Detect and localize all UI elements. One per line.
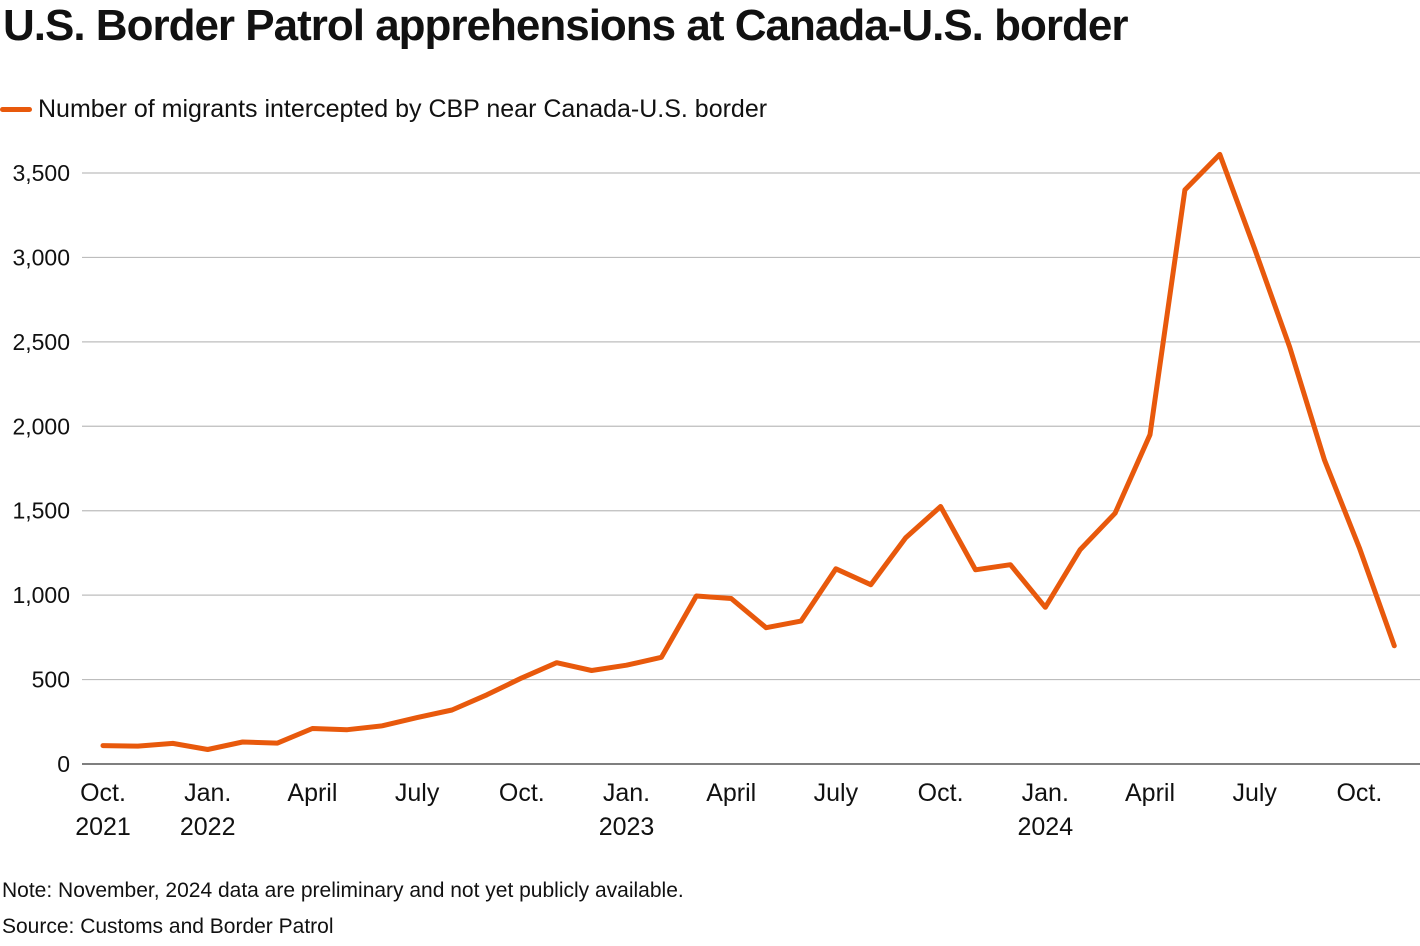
data-point — [1113, 511, 1118, 516]
x-tick-label: Jan. — [1022, 779, 1069, 807]
data-point — [1357, 545, 1362, 550]
x-tick-label: July — [1232, 779, 1277, 807]
x-tick-label: 2024 — [1017, 813, 1073, 841]
x-tick-label: Jan. — [184, 779, 231, 807]
x-tick-label: April — [287, 779, 337, 807]
data-point — [170, 741, 175, 746]
data-point — [1287, 344, 1292, 349]
x-tick-label: July — [395, 779, 440, 807]
data-point — [764, 625, 769, 630]
y-tick-label: 2,000 — [12, 413, 70, 439]
data-point — [205, 747, 210, 752]
x-tick-label: 2023 — [599, 813, 655, 841]
y-tick-label: 2,500 — [12, 329, 70, 355]
data-point — [1148, 432, 1153, 437]
data-point — [275, 741, 280, 746]
data-point — [1182, 187, 1187, 192]
y-axis-tick-labels: 0 500 1,000 1,500 2,000 2,500 3,000 3,500 — [12, 160, 70, 777]
y-tick-label: 1,500 — [12, 498, 70, 524]
x-tick-label: Jan. — [603, 779, 650, 807]
data-point — [1252, 246, 1257, 251]
data-point — [973, 567, 978, 572]
data-point — [450, 707, 455, 712]
x-tick-label: July — [814, 779, 859, 807]
data-point — [659, 655, 664, 660]
data-point — [1392, 643, 1397, 648]
data-point — [1217, 152, 1222, 157]
data-point — [1078, 547, 1083, 552]
series-layer — [100, 151, 1397, 752]
legend-label: Number of migrants intercepted by CBP ne… — [38, 94, 768, 123]
data-point — [554, 660, 559, 665]
x-tick-label: April — [1125, 779, 1175, 807]
legend: Number of migrants intercepted by CBP ne… — [0, 92, 767, 126]
legend-swatch — [0, 106, 32, 112]
data-point — [1322, 458, 1327, 463]
data-point — [345, 727, 350, 732]
x-tick-label: Oct. — [499, 779, 545, 807]
y-tick-label: 3,500 — [12, 160, 70, 186]
data-point — [729, 596, 734, 601]
y-tick-label: 1,000 — [12, 582, 70, 608]
x-axis-tick-labels: Oct. 2021 Jan. 2022 April July Oct. Jan. 2023 Apr… — [75, 779, 1382, 841]
data-point — [938, 504, 943, 509]
data-point — [833, 566, 838, 571]
y-tick-label: 500 — [32, 667, 70, 693]
chart-title: U.S. Border Patrol apprehensions at Cana… — [3, 1, 1128, 50]
source-note: Source: Customs and Border Patrol — [2, 915, 334, 938]
gridlines — [82, 172, 1420, 765]
data-point — [1043, 605, 1048, 610]
y-tick-label: 3,000 — [12, 244, 70, 270]
data-point — [310, 726, 315, 731]
data-point — [799, 619, 804, 624]
y-tick-label: 0 — [57, 751, 70, 777]
x-tick-label: April — [706, 779, 756, 807]
x-tick-label: Oct. — [1336, 779, 1382, 807]
data-point — [903, 535, 908, 540]
data-point — [519, 675, 524, 680]
series-line — [100, 151, 1397, 752]
data-point — [868, 582, 873, 587]
data-point — [415, 715, 420, 720]
data-point — [694, 593, 699, 598]
data-point — [589, 668, 594, 673]
data-point — [101, 743, 106, 748]
data-point — [240, 740, 245, 745]
data-point — [380, 723, 385, 728]
x-tick-label: 2021 — [75, 813, 131, 841]
x-tick-label: 2022 — [180, 813, 236, 841]
data-point — [624, 663, 629, 668]
footnote: Note: November, 2024 data are preliminar… — [2, 879, 684, 902]
x-tick-label: Oct. — [80, 779, 126, 807]
x-tick-label: Oct. — [918, 779, 964, 807]
data-point — [1008, 562, 1013, 567]
data-point — [484, 692, 489, 697]
data-point — [135, 744, 140, 749]
